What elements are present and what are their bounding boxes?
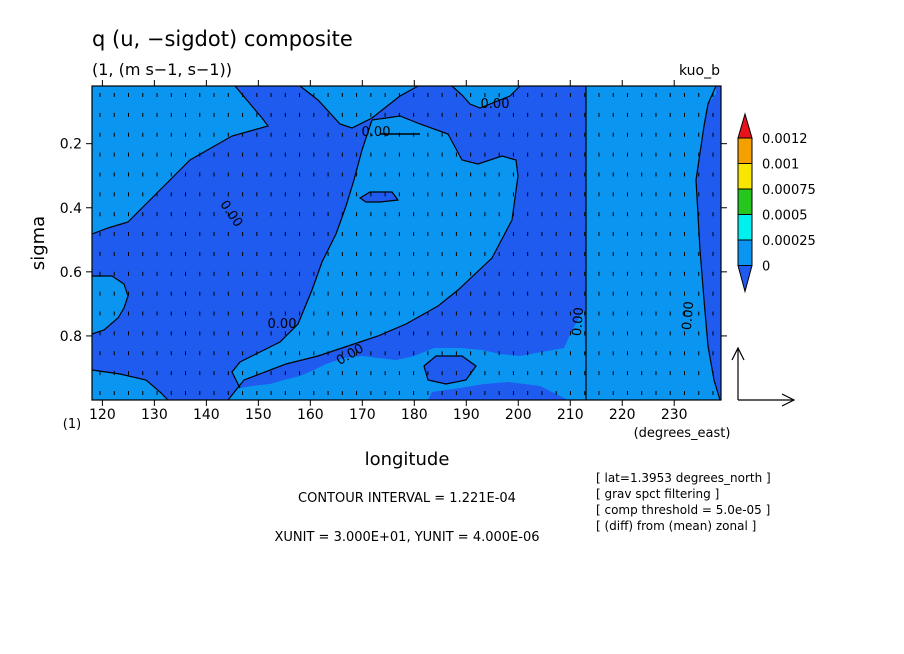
- contour-region-central: [228, 116, 586, 400]
- contour-region-west-top: [92, 86, 268, 234]
- contour-region-west-low: [92, 276, 128, 334]
- x-axis: 120 130 140 150 160 170 180 190 200 210 220 230: [89, 80, 688, 423]
- y-units-label: (1): [63, 417, 81, 432]
- run-label: kuo_b: [679, 63, 720, 79]
- contour-region-top-strip: [300, 86, 520, 128]
- y-tick-label: 0.2: [60, 137, 82, 153]
- x-tick-label: 120: [89, 407, 116, 423]
- note-line: [ (diff) from (mean) zonal ]: [596, 519, 756, 533]
- x-tick-label: 220: [609, 407, 636, 423]
- contour-island-east: [716, 90, 721, 120]
- contour-island-188: [424, 356, 476, 384]
- contour-label: 0.00: [481, 97, 510, 112]
- contour-label: 0.00: [268, 317, 297, 332]
- reference-vector: [731, 346, 796, 407]
- x-tick-label: 230: [661, 407, 688, 423]
- colorbar: 0.0012 0.001 0.00075 0.0005 0.00025 0: [737, 112, 816, 294]
- contour-interval-text: CONTOUR INTERVAL = 1.221E-04: [298, 491, 516, 506]
- contour-label: 0.00: [680, 301, 697, 331]
- y-axis-label: sigma: [28, 216, 49, 270]
- contour-region-east-band: [586, 86, 720, 400]
- x-tick-label: 130: [141, 407, 168, 423]
- contour-label: 0.00: [362, 125, 391, 140]
- y-tick-label: 0.4: [60, 201, 82, 217]
- x-tick-label: 140: [193, 407, 220, 423]
- colorbar-swatch: [737, 239, 753, 266]
- note-line: [ lat=1.3953 degrees_north ]: [596, 471, 771, 485]
- x-tick-label: 190: [453, 407, 480, 423]
- zero-contours: [91, 85, 721, 401]
- colorbar-level-label: 0.0005: [762, 209, 808, 224]
- colorbar-top-arrow: [737, 112, 753, 139]
- colorbar-bottom-arrow: [737, 265, 753, 294]
- x-tick-label: 170: [349, 407, 376, 423]
- colorbar-swatch: [737, 214, 753, 241]
- colorbar-swatch: [737, 163, 753, 190]
- notes-block: [ lat=1.3953 degrees_north ] [ grav spct…: [596, 471, 771, 533]
- unit-text: XUNIT = 3.000E+01, YUNIT = 4.000E-06: [275, 530, 540, 545]
- note-line: [ comp threshold = 5.0e-05 ]: [596, 503, 770, 517]
- colorbar-level-label: 0.00075: [762, 183, 816, 198]
- colorbar-swatch: [737, 137, 753, 164]
- contour-label: 0.00: [570, 307, 587, 337]
- plot-area: 0.00 0.00 0.00 0.00 0.00 0.00 0.00: [91, 85, 722, 401]
- x-tick-label: 150: [245, 407, 272, 423]
- note-line: [ grav spct filtering ]: [596, 487, 719, 501]
- x-tick-label: 180: [401, 407, 428, 423]
- y-tick-label: 0.8: [60, 329, 82, 345]
- x-axis-label: longitude: [365, 449, 450, 470]
- vector-field: [99, 93, 714, 395]
- x-tick-label: 210: [557, 407, 584, 423]
- colorbar-swatch: [737, 188, 753, 215]
- x-tick-label: 160: [297, 407, 324, 423]
- colorbar-level-label: 0.00025: [762, 234, 816, 249]
- colorbar-level-label: 0.001: [762, 158, 799, 173]
- y-axis: 0.2 0.4 0.6 0.8: [60, 137, 727, 345]
- colorbar-level-label: 0.0012: [762, 132, 808, 147]
- plot-frame: [91, 85, 722, 401]
- colorbar-level-label: 0: [762, 260, 770, 275]
- chart-subtitle: (1, (m s−1, s−1)): [92, 60, 232, 79]
- y-tick-label: 0.6: [60, 265, 82, 281]
- chart-title: q (u, −sigdot) composite: [92, 27, 353, 51]
- contour-region-southwest: [92, 370, 168, 400]
- x-tick-label: 200: [505, 407, 532, 423]
- x-units-label: (degrees_east): [634, 426, 731, 441]
- contour-island-180: [360, 192, 398, 202]
